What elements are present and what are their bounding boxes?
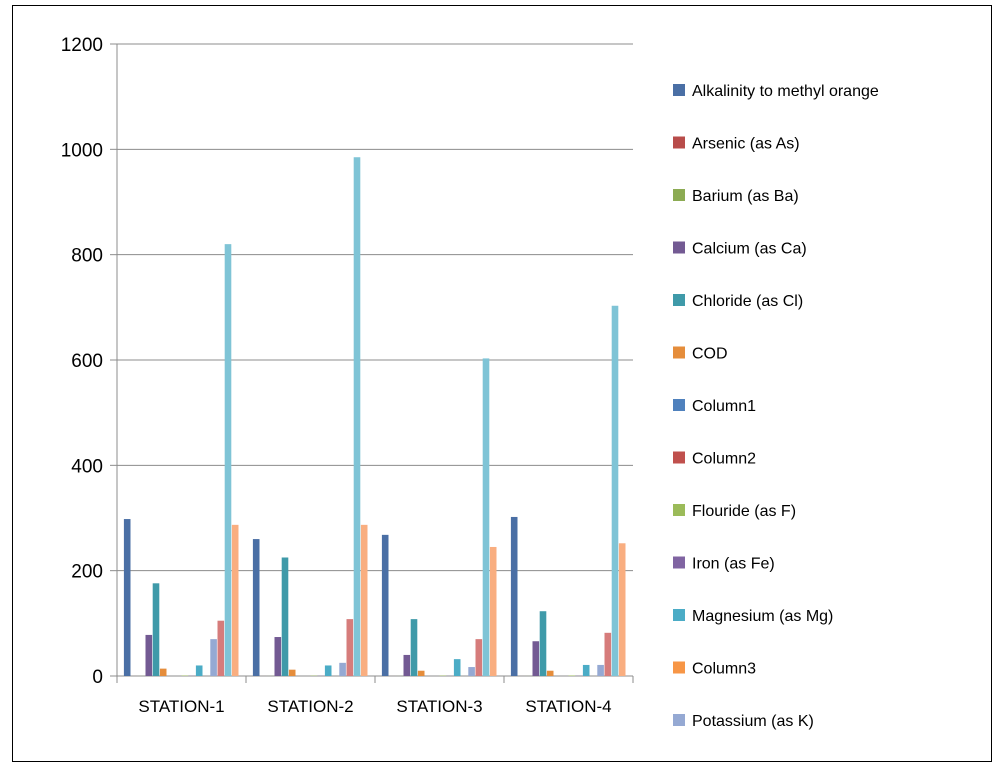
bar [546,670,554,676]
bar [159,668,167,676]
legend-swatch [673,136,685,149]
legend-label: Arsenic (as As) [692,136,800,153]
bar [618,543,626,676]
legend-label: Column1 [692,398,756,415]
bar [597,664,604,676]
x-category-label: STATION-2 [267,697,353,716]
bar [288,669,296,676]
bar [381,534,389,676]
bar [539,611,547,676]
bar [410,619,418,676]
bar [217,620,225,676]
bar [152,583,160,676]
bar [145,634,153,676]
y-tick-label: 600 [71,351,103,372]
bar [453,659,461,676]
bar [195,665,203,676]
bar [475,639,483,676]
legend-label: Alkalinity to methyl orange [692,83,879,100]
bar [353,157,361,676]
legend-swatch [673,84,685,96]
x-category-label: STATION-4 [525,697,611,716]
bar [611,305,619,676]
y-tick-label: 1000 [61,140,103,161]
legend-swatch [673,661,685,674]
chart-frame: 0 200 400 600 800 1000 1200 STATION-1 STATION-2 S… [12,5,992,770]
legend-label: Column3 [692,661,756,678]
legend-label: Magnesium (as Mg) [692,608,833,625]
legend-swatch [673,294,685,306]
y-tick-label: 200 [71,562,103,583]
legend-swatch [673,346,685,359]
x-category-label: STATION-1 [138,697,224,716]
y-tick-label: 800 [71,246,103,267]
bar [604,632,612,676]
y-tick-label: 400 [71,456,103,477]
bar [324,665,332,676]
axis-labels: 0 200 400 600 800 1000 1200 STATION-1 STATION-2 S… [61,35,612,716]
legend-swatch [673,556,685,569]
legend-swatch [673,609,685,621]
bar [281,557,289,676]
bar [468,667,475,676]
legend-swatch [673,714,685,726]
gridlines [117,43,633,572]
bar [417,670,425,676]
bar [346,619,354,676]
legend-label: Barium (as Ba) [692,188,799,205]
bar [274,637,282,676]
bar [482,358,490,676]
y-tick-label: 1200 [61,35,103,56]
legend-label: Calcium (as Ca) [692,241,807,258]
legend-swatch [673,504,685,516]
y-tick-label: 0 [92,667,103,688]
legend-label: Column2 [692,451,756,468]
bar [339,662,346,676]
legend-label: COD [692,346,728,363]
legend-swatch [673,241,685,254]
bar [224,244,232,676]
bar [231,524,239,676]
legend-label: Iron (as Fe) [692,556,775,573]
chart-svg: 0 200 400 600 800 1000 1200 STATION-1 STATION-2 S… [61,35,879,770]
bar [252,539,260,676]
bar [360,524,368,676]
bar [532,641,540,676]
legend-swatch [673,399,685,411]
bar [489,546,497,676]
legend-label: Chloride (as Cl) [692,293,803,310]
legend-label: Potassium (as K) [692,713,814,730]
legend-label: Flouride (as F) [692,503,796,520]
bar [403,654,411,676]
bar [510,516,518,676]
bar [210,639,217,676]
legend-swatch [673,451,685,464]
legend: Alkalinity to methyl orange Arsenic (as A… [673,83,879,770]
axes [110,43,634,683]
x-category-label: STATION-3 [396,697,482,716]
bar [582,664,590,676]
bars [123,157,626,676]
legend-swatch [673,189,685,201]
bar [123,519,131,676]
